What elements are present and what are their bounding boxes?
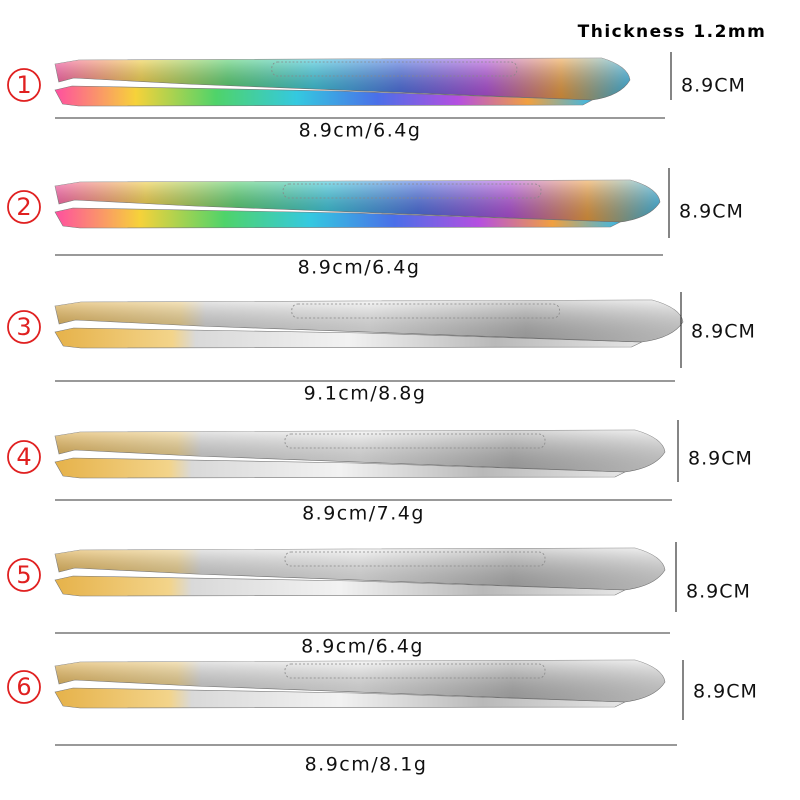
tweezer-arm <box>54 85 593 107</box>
number-circle <box>7 440 41 474</box>
spec-label: 9.1cm/8.8g <box>304 383 427 405</box>
tweezer-row: 5 8.9cm/6.4g 8.9CM <box>7 542 751 658</box>
grip-pattern <box>271 61 518 77</box>
number-circle <box>7 190 41 224</box>
thickness-label: Thickness 1.2mm <box>578 22 767 42</box>
tweezer-shine <box>55 548 665 590</box>
length-label: 8.9CM <box>688 448 753 470</box>
grip-pattern <box>291 303 560 319</box>
item-number: 5 <box>16 561 31 589</box>
tweezer-row: 3 9.1cm/8.8g 8.9CM <box>7 292 756 405</box>
number-circle <box>7 670 41 704</box>
tweezer-arm <box>54 575 626 597</box>
item-number: 3 <box>16 313 31 341</box>
grip-pattern <box>284 433 546 449</box>
item-number: 4 <box>16 443 31 471</box>
spec-label: 8.9cm/8.1g <box>305 754 428 776</box>
tweezer-row: 1 8.9cm/6.4g 8.9CM <box>7 52 746 142</box>
tweezer-shine <box>55 58 631 100</box>
tweezer-arm <box>54 687 626 709</box>
length-label: 8.9CM <box>679 201 744 223</box>
item-number: 1 <box>16 71 31 99</box>
tweezer <box>54 547 666 597</box>
tweezer <box>54 57 631 107</box>
tweezer-shine <box>55 180 660 222</box>
tweezer <box>54 659 666 709</box>
grip-pattern <box>284 663 546 679</box>
length-label: 8.9CM <box>693 681 758 703</box>
tweezer-row: 4 8.9cm/7.4g 8.9CM <box>7 420 753 525</box>
tweezer <box>54 179 661 229</box>
number-circle <box>7 310 41 344</box>
length-label: 8.9CM <box>691 321 756 343</box>
tweezer <box>54 299 684 349</box>
tweezer-arm <box>54 327 642 349</box>
tweezer-arm <box>54 207 621 229</box>
number-circle <box>7 558 41 592</box>
item-number: 2 <box>16 193 31 221</box>
spec-label: 8.9cm/7.4g <box>302 503 425 525</box>
tweezer-arm <box>54 457 626 479</box>
grip-pattern <box>284 551 546 567</box>
tweezer-row: 2 8.9cm/6.4g 8.9CM <box>7 168 744 279</box>
item-number: 6 <box>16 673 31 701</box>
tweezer-shine <box>55 430 665 472</box>
number-circle <box>7 68 41 102</box>
spec-label: 8.9cm/6.4g <box>301 636 424 658</box>
length-label: 8.9CM <box>681 75 746 97</box>
spec-label: 8.9cm/6.4g <box>299 120 422 142</box>
length-label: 8.9CM <box>686 581 751 603</box>
tweezer-shine <box>55 300 683 342</box>
tweezer-row: 6 8.9cm/8.1g 8.9CM <box>7 659 758 776</box>
tweezer <box>54 429 666 479</box>
spec-label: 8.9cm/6.4g <box>298 257 421 279</box>
tweezer-shine <box>55 660 665 702</box>
grip-pattern <box>282 183 542 199</box>
